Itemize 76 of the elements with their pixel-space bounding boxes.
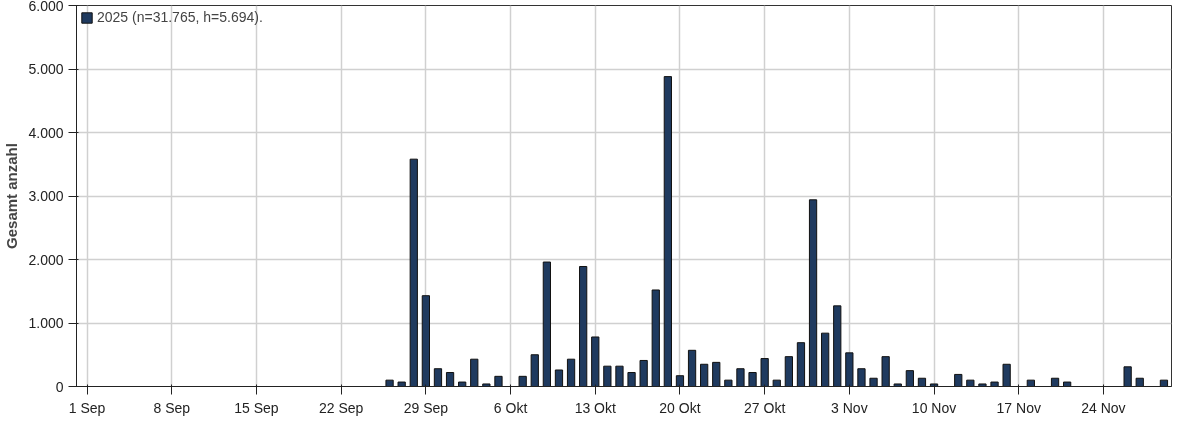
bar <box>651 289 660 387</box>
x-tick-label: 13 Okt <box>574 399 616 416</box>
bar <box>796 342 806 387</box>
y-tick-label: 5.000 <box>28 61 64 77</box>
y-tick-label: 1.000 <box>28 315 64 331</box>
x-tick-label: 17 Nov <box>996 399 1041 416</box>
bar <box>1123 366 1132 387</box>
x-tick-label: 6 Okt <box>493 399 528 416</box>
bar <box>1050 377 1060 387</box>
bar <box>784 356 793 387</box>
bar <box>530 354 539 387</box>
bar <box>627 372 636 387</box>
bar <box>724 379 733 387</box>
bar <box>700 363 709 387</box>
bar <box>833 305 842 387</box>
bar <box>1002 363 1011 387</box>
bar <box>554 369 564 387</box>
bar <box>566 358 576 387</box>
bar <box>881 356 890 387</box>
bar <box>687 349 697 387</box>
x-tick-label: 3 Nov <box>831 399 868 416</box>
y-tick-label: 6.000 <box>28 0 64 14</box>
x-tick-label: 27 Okt <box>744 399 786 416</box>
bar <box>470 358 479 387</box>
bar <box>421 295 430 387</box>
bar <box>978 383 987 387</box>
bar <box>542 261 551 387</box>
y-tick-label: 0 <box>55 378 64 395</box>
bar <box>445 372 455 387</box>
bar <box>579 265 588 387</box>
bar <box>458 381 467 387</box>
bar <box>433 368 443 387</box>
bar <box>917 377 927 387</box>
bar <box>1135 377 1144 387</box>
y-tick-label: 4.000 <box>28 124 64 141</box>
bar <box>869 377 878 387</box>
bar <box>675 375 685 387</box>
bar <box>591 336 600 387</box>
bar <box>518 375 527 387</box>
x-tick-label: 1 Sep <box>68 399 106 416</box>
bar <box>893 383 902 387</box>
bar <box>808 199 818 387</box>
bar <box>397 381 406 387</box>
x-tick-label: 22 Sep <box>318 399 364 416</box>
bar <box>821 332 830 387</box>
bar <box>603 365 612 387</box>
bar <box>905 370 914 387</box>
bar <box>409 158 418 387</box>
x-tick-label: 20 Okt <box>659 399 701 416</box>
bar <box>966 379 975 387</box>
bar <box>990 381 999 387</box>
y-tick-label: 2.000 <box>28 251 64 268</box>
bar <box>760 358 769 387</box>
x-tick-label: 10 Nov <box>911 399 957 416</box>
bar <box>663 76 672 387</box>
bar <box>385 379 394 387</box>
x-tick-label: 24 Nov <box>1081 399 1126 416</box>
bar <box>929 383 939 387</box>
x-tick-label: 29 Sep <box>403 399 449 416</box>
bar <box>639 359 648 387</box>
bar <box>857 368 866 387</box>
bar <box>845 352 854 387</box>
bar <box>736 368 745 387</box>
x-tick-label: 15 Sep <box>234 399 279 416</box>
bar <box>954 373 963 387</box>
bar <box>712 361 721 387</box>
bar <box>615 365 624 387</box>
y-tick-label: 3.000 <box>28 188 64 204</box>
x-tick-label: 8 Sep <box>153 399 191 416</box>
bar <box>482 383 491 387</box>
bar <box>1063 381 1072 387</box>
bar <box>748 372 757 387</box>
y-axis-title: Gesamt anzahl <box>3 143 21 249</box>
legend-label: 2025 (n=31.765, h=5.694). <box>97 9 263 25</box>
bar <box>772 379 781 387</box>
bar <box>494 375 503 387</box>
